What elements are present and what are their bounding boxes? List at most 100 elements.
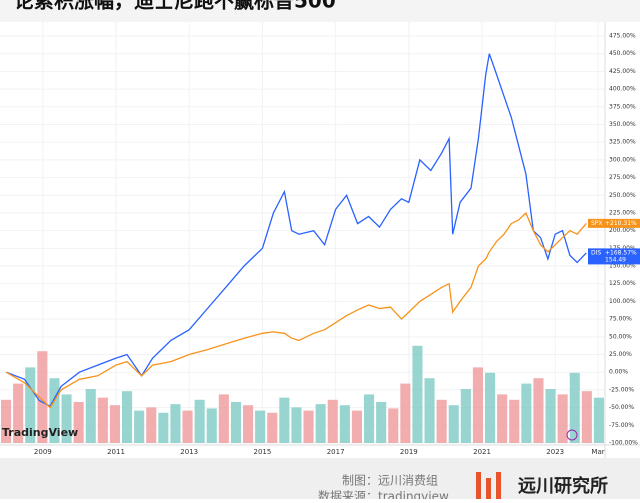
volume-bar: [448, 405, 459, 443]
x-tick-label: 2019: [400, 448, 418, 456]
volume-bar: [497, 394, 508, 443]
volume-bar: [194, 399, 205, 443]
volume-bar: [460, 389, 471, 443]
y-tick-label: 0.00%: [609, 369, 628, 376]
watermark: TradingView: [2, 426, 78, 439]
footer-band: [0, 458, 640, 499]
volume-bar: [424, 378, 435, 443]
badge-price: 154.49: [605, 256, 626, 263]
y-tick-label: 175.00%: [609, 245, 636, 252]
y-tick-label: 300.00%: [609, 156, 636, 163]
volume-bar: [593, 397, 604, 443]
logo-icon: [476, 472, 501, 499]
volume-bar: [545, 389, 556, 443]
y-tick-label: 275.00%: [609, 174, 636, 181]
volume-bar: [13, 383, 24, 443]
x-tick-label: 2013: [180, 448, 198, 456]
volume-bar: [315, 404, 326, 443]
volume-bar: [109, 405, 120, 443]
badge-value: +168.57%: [605, 249, 637, 256]
logo-text: 远川研究所: [518, 475, 608, 497]
y-tick-label: 450.00%: [609, 50, 636, 57]
y-tick-label: 25.00%: [609, 351, 632, 358]
volume-bar: [134, 410, 145, 443]
volume-bar: [267, 412, 278, 443]
volume-bar: [509, 399, 520, 443]
volume-bar: [436, 399, 447, 443]
x-tick-label: 2011: [107, 448, 125, 456]
y-tick-label: -50.00%: [609, 404, 634, 411]
badge: [588, 248, 640, 265]
volume-bar: [472, 367, 483, 443]
x-tick-label: 2017: [327, 448, 345, 456]
volume-bar: [85, 389, 96, 443]
volume-bar: [376, 401, 387, 443]
y-tick-label: 475.00%: [609, 33, 636, 40]
x-tick-label: Mar: [591, 448, 604, 456]
y-tick-label: 325.00%: [609, 139, 636, 146]
volume-bar: [146, 407, 157, 443]
volume-bar: [388, 408, 399, 443]
y-tick-label: 75.00%: [609, 316, 632, 323]
volume-bar: [279, 397, 290, 443]
event-icon: [566, 429, 578, 441]
y-tick-label: -75.00%: [609, 422, 634, 429]
x-tick-label: 2021: [473, 448, 491, 456]
y-tick-label: 150.00%: [609, 263, 636, 270]
badge-name: SPX: [591, 220, 603, 227]
badge-name: DIS: [591, 249, 601, 256]
credit: 制图：远川消费组: [342, 474, 438, 488]
volume-bar: [521, 383, 532, 443]
y-tick-label: 125.00%: [609, 280, 636, 287]
volume-bar: [485, 372, 496, 443]
volume-bar: [327, 399, 338, 443]
badge-value: +210.31%: [605, 220, 637, 227]
source: 数据来源：tradingview: [318, 489, 449, 500]
y-tick-label: 200.00%: [609, 227, 636, 234]
x-tick-label: 2009: [34, 448, 52, 456]
badge: [588, 218, 640, 228]
line-series: [5, 211, 587, 409]
y-tick-label: 100.00%: [609, 298, 636, 305]
y-tick-label: 400.00%: [609, 86, 636, 93]
chart-title: 论累积涨幅，迪士尼跑不赢标普500: [14, 0, 336, 13]
volume-bar: [182, 410, 193, 443]
volume-bar: [412, 345, 423, 443]
volume-bar: [569, 372, 580, 443]
header-band: [0, 0, 640, 22]
volume-bar: [97, 397, 108, 443]
y-tick-label: -100.00%: [609, 440, 638, 447]
y-tick-label: -25.00%: [609, 386, 634, 393]
volume-bar: [170, 404, 181, 443]
volume-bar: [533, 378, 544, 443]
y-tick-label: 50.00%: [609, 333, 632, 340]
volume-bar: [37, 351, 48, 443]
volume-bar: [339, 405, 350, 443]
volume-bar: [303, 410, 314, 443]
volume-bar: [73, 401, 84, 443]
y-tick-label: 375.00%: [609, 103, 636, 110]
volume-bar: [364, 394, 375, 443]
volume-bar: [49, 378, 60, 443]
volume-bar: [400, 383, 411, 443]
volume-bar: [25, 367, 36, 443]
x-tick-label: 2015: [254, 448, 272, 456]
volume-bar: [206, 408, 217, 443]
volume-bar: [230, 401, 241, 443]
volume-bar: [581, 391, 592, 443]
y-tick-label: 225.00%: [609, 209, 636, 216]
volume-bar: [122, 391, 133, 443]
volume-bar: [557, 394, 568, 443]
volume-bar: [351, 410, 362, 443]
volume-bar: [61, 394, 72, 443]
y-tick-label: 350.00%: [609, 121, 636, 128]
volume-bar: [291, 407, 302, 443]
volume-bar: [243, 405, 254, 443]
line-series: [5, 53, 587, 408]
y-tick-label: 250.00%: [609, 192, 636, 199]
volume-bar: [158, 412, 169, 443]
volume-bar: [218, 394, 229, 443]
volume-bar: [1, 399, 12, 443]
